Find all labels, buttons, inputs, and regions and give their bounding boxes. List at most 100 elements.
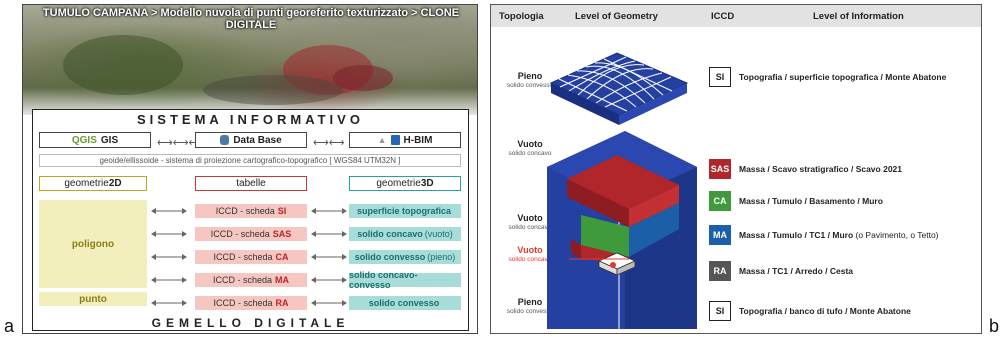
- topology-level-label: Vuoto: [517, 213, 543, 223]
- iccd-code-si: SI: [709, 301, 731, 321]
- geometry-3d-label: superficie topografica: [356, 206, 452, 216]
- hbim-icon: [390, 135, 400, 145]
- scheda-prefix: ICCD - scheda: [213, 298, 273, 308]
- header-iccd: ICCD: [711, 11, 735, 22]
- database-box: Data Base: [195, 132, 307, 148]
- information-extra: (o Pavimento, o Tetto): [855, 230, 939, 240]
- panel-letter-a: a: [4, 316, 15, 336]
- topology-level-3: Vuoto solido concavo: [495, 213, 565, 233]
- level-of-information-text: Topografia / superficie topografica / Mo…: [739, 72, 946, 82]
- topology-level-sub: solido concavo: [508, 224, 552, 231]
- left-double-arrow-icon: [151, 207, 187, 215]
- geometry-3d-ra: solido convesso: [349, 296, 461, 310]
- right-double-arrow-icon: [311, 299, 347, 307]
- topology-level-label: Pieno: [517, 297, 543, 307]
- header-level-of-information: Level of Information: [813, 11, 904, 22]
- header-level-of-geometry: Level of Geometry: [575, 11, 658, 22]
- database-icon: [220, 135, 230, 145]
- polygon-cell: poligono: [39, 200, 147, 288]
- level-of-information-text: Massa / Tumulo / Basamento / Muro: [739, 196, 883, 206]
- scheda-code: RA: [275, 298, 289, 308]
- panel-a-title: TUMULO CAMPANA > Modello nuvola di punti…: [42, 7, 460, 31]
- topology-level-label: Vuoto: [517, 139, 543, 149]
- scheda-prefix: ICCD - scheda: [212, 275, 273, 285]
- revit-icon: ▲: [377, 135, 387, 145]
- scheda-prefix: ICCD - scheda: [213, 252, 273, 262]
- information-path: Massa / TC1 / Arredo / Cesta: [739, 266, 854, 276]
- geometry-3d-note: (pieno): [427, 252, 456, 262]
- geometry-3d-label: solido concavo-convesso: [349, 270, 418, 290]
- iccd-code-si: SI: [709, 67, 731, 87]
- information-path: Topografia / superficie topografica / Mo…: [739, 72, 947, 82]
- geometry-3d-label: solido convesso: [354, 252, 426, 262]
- left-double-arrow-icon: [151, 230, 187, 238]
- scheda-code: SI: [277, 206, 287, 216]
- geometry-3d-si: superficie topografica: [349, 204, 461, 218]
- column-geometries-2d-suffix: 2D: [108, 178, 122, 189]
- right-double-arrow-icon: [311, 230, 347, 238]
- iccd-code-ma: MA: [709, 225, 731, 245]
- header-topology: Topologia: [499, 11, 544, 22]
- iccd-code-sas: SAS: [709, 159, 731, 179]
- topology-level-sub: solido concavo: [508, 150, 552, 157]
- scheda-code: CA: [275, 252, 289, 262]
- hbim-box: ▲ H-BIM: [349, 132, 461, 148]
- hbim-label: H-BIM: [403, 134, 433, 146]
- panel-a: TUMULO CAMPANA > Modello nuvola di punti…: [22, 4, 478, 334]
- topology-level-4: Vuoto solido concavo: [495, 245, 565, 265]
- geometry-3d-ca: solido convesso (pieno): [349, 250, 461, 264]
- point-cell: punto: [39, 292, 147, 306]
- scheda-prefix: ICCD - scheda: [215, 206, 275, 216]
- panel-b-header: Topologia Level of Geometry ICCD Level o…: [491, 5, 981, 27]
- topology-level-5: Pieno solido convesso: [495, 297, 565, 317]
- information-path: Massa / Tumulo / Basamento / Muro: [739, 196, 883, 206]
- highlight-pointer-line: [569, 258, 629, 260]
- topology-level-sub: solido concavo: [508, 256, 552, 263]
- scheda-code: SAS: [272, 229, 292, 239]
- column-geometries-3d-suffix: 3D: [420, 178, 434, 189]
- column-geometries-2d-prefix: geometrie: [64, 178, 109, 189]
- iccd-scheda-ma: ICCD - scheda MA: [195, 273, 307, 287]
- qgis-logo: QGIS: [71, 134, 97, 146]
- information-system-title: SISTEMA INFORMATIVO: [137, 112, 364, 127]
- column-geometries-3d-prefix: geometrie: [376, 178, 421, 189]
- topology-level-label: Pieno: [517, 71, 543, 81]
- right-double-arrow-icon: [311, 253, 347, 261]
- double-arrow-icon: ⟷⟷⟷: [157, 137, 205, 149]
- information-path: Massa / Tumulo / TC1 / Muro: [739, 230, 854, 240]
- projection-system-line: geoide/ellissoide - sistema di proiezion…: [39, 154, 461, 167]
- topology-level-sub: solido convesso: [506, 82, 554, 89]
- information-path: Massa / Scavo stratigrafico / Scavo 2021: [739, 164, 903, 174]
- stratigraphic-volume: [547, 131, 697, 329]
- topographic-surface-block: [549, 52, 689, 125]
- point-cloud-image: [23, 5, 477, 115]
- left-double-arrow-icon: [151, 253, 187, 261]
- scheda-code: MA: [275, 275, 290, 285]
- topology-level-1: Pieno solido convesso: [495, 71, 565, 91]
- column-geometries-2d: geometrie 2D: [39, 176, 147, 191]
- iccd-scheda-ca: ICCD - scheda CA: [195, 250, 307, 264]
- iccd-scheda-sas: ICCD - scheda SAS: [195, 227, 307, 241]
- topology-level-sub: solido convesso: [506, 308, 554, 315]
- column-geometries-3d: geometrie 3D: [349, 176, 461, 191]
- topology-level-label: Vuoto: [517, 245, 543, 255]
- iccd-code-ra: RA: [709, 261, 731, 281]
- information-path: Topografia / banco di tufo / Monte Abato…: [739, 306, 911, 316]
- geometry-3d-label: solido convesso: [368, 298, 440, 308]
- left-double-arrow-icon: [151, 276, 187, 284]
- geometry-3d-note: (vuoto): [424, 229, 453, 239]
- level-of-information-text: Massa / Tumulo / TC1 / Muro (o Pavimento…: [739, 230, 939, 240]
- geometry-illustration: [547, 52, 697, 329]
- digital-twin-footer: GEMELLO DIGITALE: [151, 316, 350, 330]
- iccd-scheda-si: ICCD - scheda SI: [195, 204, 307, 218]
- geometry-3d-ma: solido concavo-convesso: [349, 270, 461, 290]
- double-arrow-icon: ⟷⟷: [313, 137, 345, 149]
- level-of-information-text: Topografia / banco di tufo / Monte Abato…: [739, 306, 911, 316]
- iccd-code-ca: CA: [709, 191, 731, 211]
- iccd-scheda-ra: ICCD - scheda RA: [195, 296, 307, 310]
- topology-level-2: Vuoto solido concavo: [495, 139, 565, 159]
- geometry-3d-label: solido concavo: [357, 229, 423, 239]
- scheda-prefix: ICCD - scheda: [210, 229, 270, 239]
- right-double-arrow-icon: [311, 207, 347, 215]
- right-double-arrow-icon: [311, 276, 347, 284]
